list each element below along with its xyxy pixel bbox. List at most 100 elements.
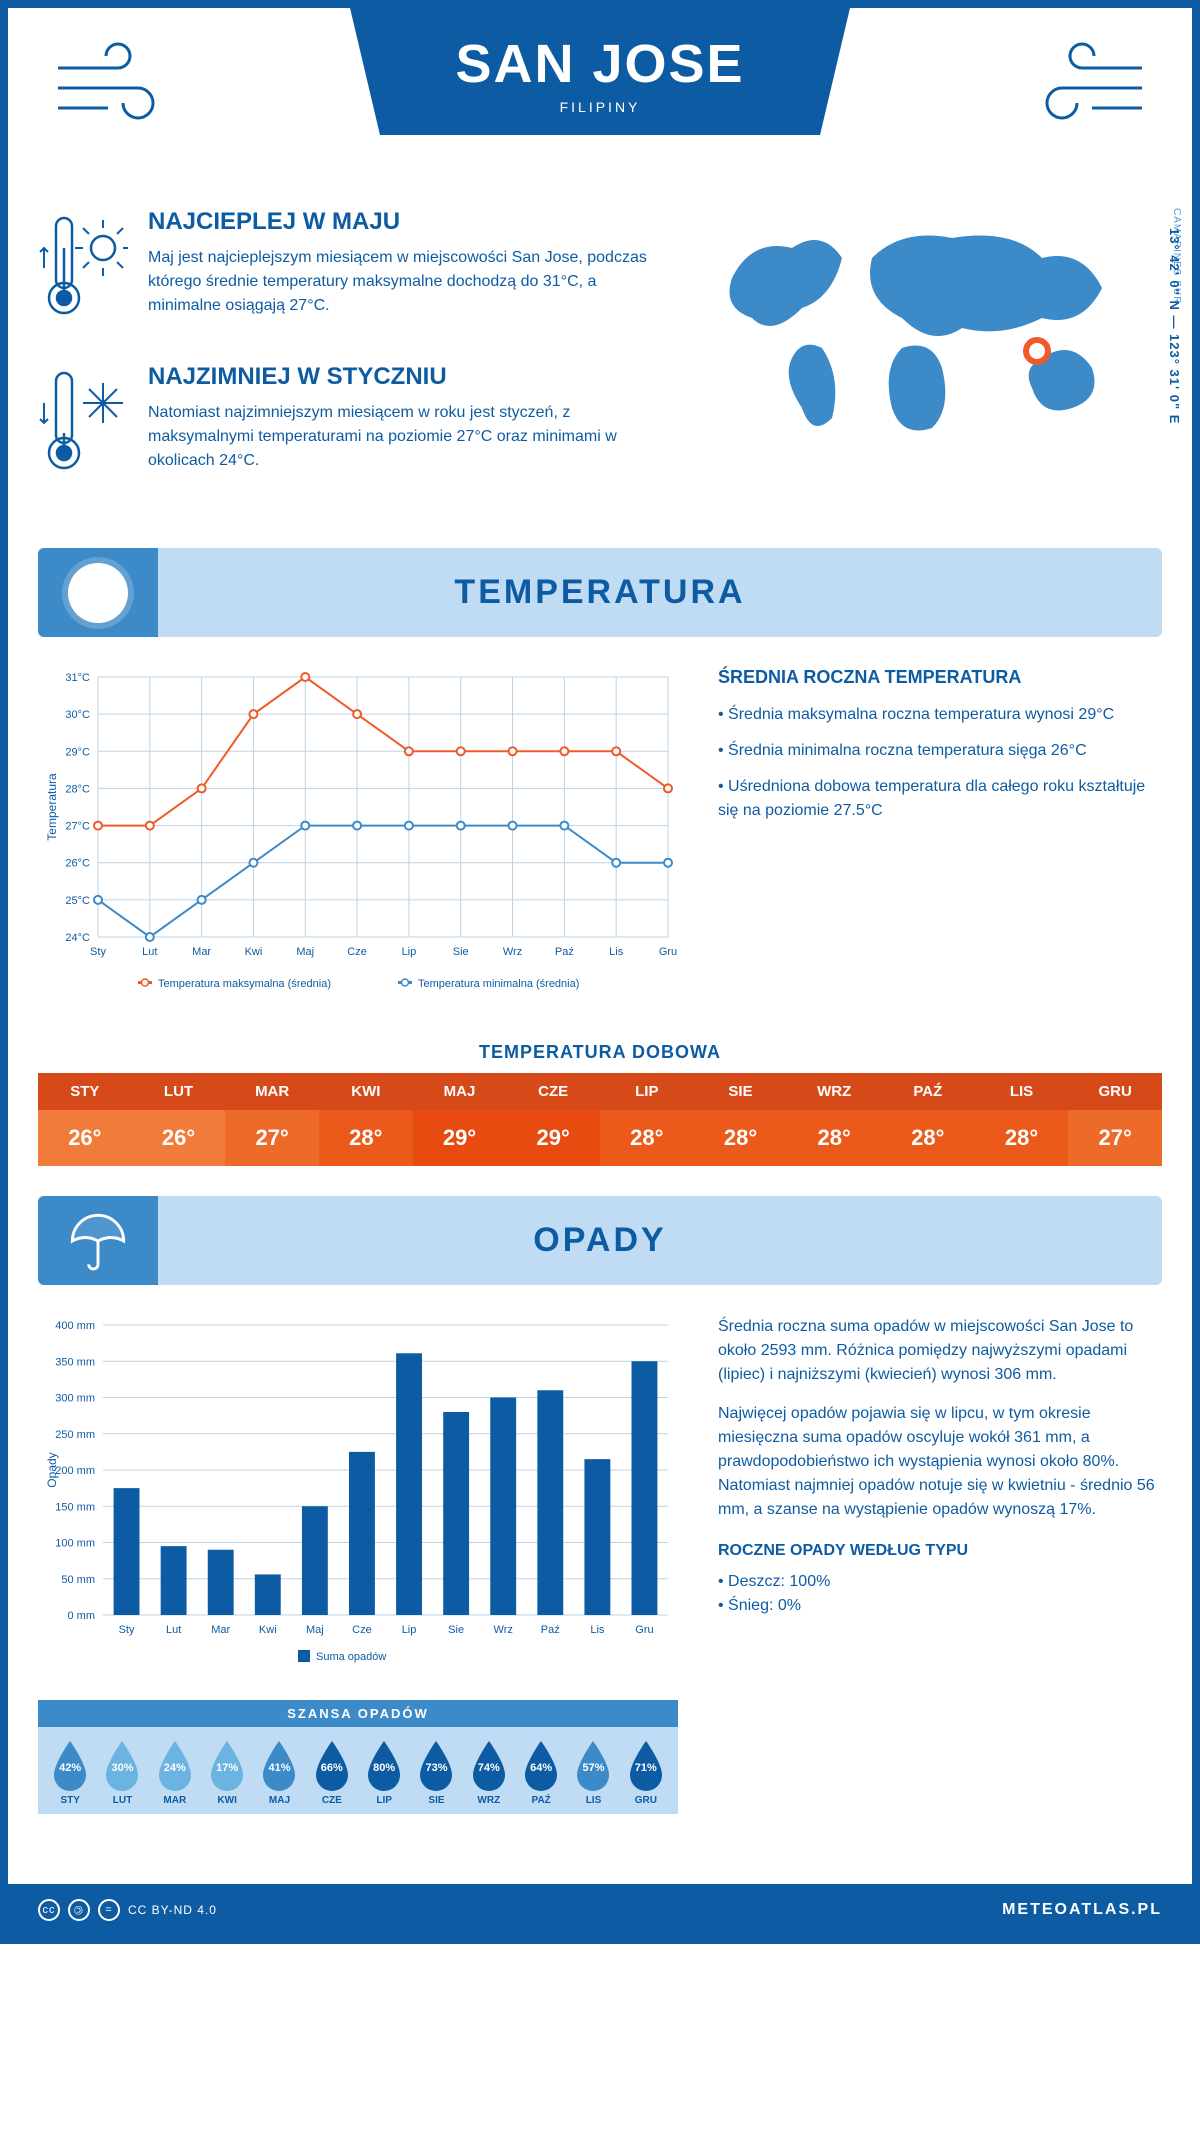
svg-text:31°C: 31°C	[65, 672, 90, 684]
cc-icon: cc	[38, 1899, 60, 1921]
precip-chance-value: 74%	[468, 1762, 510, 1774]
svg-text:Suma opadów: Suma opadów	[316, 1651, 386, 1663]
world-map-icon	[702, 208, 1122, 468]
precip-chance-value: 41%	[258, 1762, 300, 1774]
daily-temp-header: GRU	[1068, 1073, 1162, 1110]
svg-text:Opady: Opady	[45, 1452, 59, 1487]
daily-temp-value: 29°	[413, 1110, 507, 1166]
precip-chance-drop: 30% LUT	[98, 1739, 146, 1806]
sun-icon	[38, 548, 158, 637]
svg-text:Maj: Maj	[306, 1624, 324, 1636]
thermometer-hot-icon	[38, 208, 128, 333]
city-title: SAN JOSE	[350, 33, 850, 95]
svg-text:26°C: 26°C	[65, 858, 90, 870]
precip-chance-value: 24%	[154, 1762, 196, 1774]
precip-chance-value: 17%	[206, 1762, 248, 1774]
precipitation-bar-chart: 0 mm50 mm100 mm150 mm200 mm250 mm300 mm3…	[38, 1315, 678, 1680]
precip-type-item: Śnieg: 0%	[718, 1594, 1162, 1618]
precip-chance-drop: 57% LIS	[569, 1739, 617, 1806]
precip-chance-drop: 74% WRZ	[465, 1739, 513, 1806]
precip-chance-month: GRU	[622, 1795, 670, 1806]
country-subtitle: FILIPINY	[350, 99, 850, 115]
precip-chance-drop: 42% STY	[46, 1739, 94, 1806]
svg-text:Wrz: Wrz	[503, 946, 522, 958]
svg-text:400 mm: 400 mm	[55, 1320, 95, 1332]
svg-text:0 mm: 0 mm	[68, 1610, 96, 1622]
svg-text:50 mm: 50 mm	[61, 1574, 95, 1586]
svg-text:24°C: 24°C	[65, 932, 90, 944]
daily-temp-table: STYLUTMARKWIMAJCZELIPSIEWRZPAŹLISGRU26°2…	[38, 1073, 1162, 1166]
svg-text:Cze: Cze	[352, 1624, 372, 1636]
svg-text:Maj: Maj	[296, 946, 314, 958]
daily-temp-value: 28°	[787, 1110, 881, 1166]
daily-temp-header: LUT	[132, 1073, 226, 1110]
temperature-line-chart: 24°C25°C26°C27°C28°C29°C30°C31°CStyLutMa…	[38, 667, 678, 1012]
svg-text:27°C: 27°C	[65, 821, 90, 833]
by-icon: 🄯	[68, 1899, 90, 1921]
precip-chance-month: LUT	[98, 1795, 146, 1806]
warm-text: Maj jest najcieplejszym miesiącem w miej…	[148, 246, 672, 318]
section-title: TEMPERATURA	[454, 573, 745, 611]
precip-chance-value: 30%	[101, 1762, 143, 1774]
daily-temp-header: STY	[38, 1073, 132, 1110]
avg-temp-title: ŚREDNIA ROCZNA TEMPERATURA	[718, 667, 1162, 688]
daily-temp-header: MAJ	[413, 1073, 507, 1110]
svg-text:Lis: Lis	[590, 1624, 605, 1636]
precip-chance-drop: 73% SIE	[412, 1739, 460, 1806]
daily-temp-header: PAŹ	[881, 1073, 975, 1110]
svg-text:Kwi: Kwi	[245, 946, 263, 958]
thermometer-cold-icon	[38, 363, 128, 488]
section-title: OPADY	[533, 1221, 666, 1259]
precip-chance-month: CZE	[308, 1795, 356, 1806]
precip-chance-title: SZANSA OPADÓW	[38, 1700, 678, 1727]
map-container: CAMARINES SUR 13° 42' 0" N — 123° 31' 0"…	[702, 208, 1162, 518]
precip-chance-month: LIP	[360, 1795, 408, 1806]
daily-temp-header: WRZ	[787, 1073, 881, 1110]
svg-text:250 mm: 250 mm	[55, 1429, 95, 1441]
svg-text:200 mm: 200 mm	[55, 1465, 95, 1477]
footer: cc 🄯 = CC BY-ND 4.0 METEOATLAS.PL	[8, 1884, 1192, 1936]
avg-temp-item: Średnia maksymalna roczna temperatura wy…	[718, 703, 1162, 727]
svg-text:Sie: Sie	[448, 1624, 464, 1636]
svg-text:Paź: Paź	[555, 946, 574, 958]
svg-text:150 mm: 150 mm	[55, 1501, 95, 1513]
daily-temp-value: 26°	[132, 1110, 226, 1166]
nd-icon: =	[98, 1899, 120, 1921]
site-label: METEOATLAS.PL	[1002, 1901, 1162, 1919]
wind-icon	[1022, 38, 1152, 133]
daily-temp-value: 28°	[694, 1110, 788, 1166]
daily-temp-header: MAR	[225, 1073, 319, 1110]
section-banner-temperature: TEMPERATURA	[38, 548, 1162, 637]
svg-text:Paź: Paź	[541, 1624, 560, 1636]
precip-chance-drop: 66% CZE	[308, 1739, 356, 1806]
precip-paragraph-1: Średnia roczna suma opadów w miejscowośc…	[718, 1315, 1162, 1387]
svg-text:Temperatura: Temperatura	[45, 773, 59, 841]
precip-type-title: ROCZNE OPADY WEDŁUG TYPU	[718, 1542, 1162, 1560]
cold-text: Natomiast najzimniejszym miesiącem w rok…	[148, 401, 672, 473]
svg-text:28°C: 28°C	[65, 783, 90, 795]
daily-temp-value: 28°	[881, 1110, 975, 1166]
daily-temp-header: CZE	[506, 1073, 600, 1110]
precip-chance-month: KWI	[203, 1795, 251, 1806]
svg-text:Cze: Cze	[347, 946, 367, 958]
svg-text:30°C: 30°C	[65, 709, 90, 721]
daily-temp-value: 27°	[225, 1110, 319, 1166]
precip-chance-panel: SZANSA OPADÓW 42% STY 30% LUT 24% MAR 1	[38, 1700, 678, 1814]
precip-chance-month: STY	[46, 1795, 94, 1806]
precip-chance-drop: 80% LIP	[360, 1739, 408, 1806]
precip-chance-value: 73%	[415, 1762, 457, 1774]
precip-chance-month: WRZ	[465, 1795, 513, 1806]
precip-chance-value: 64%	[520, 1762, 562, 1774]
daily-temp-header: SIE	[694, 1073, 788, 1110]
svg-text:Lip: Lip	[402, 946, 417, 958]
top-info-row: NAJCIEPLEJ W MAJU Maj jest najcieplejszy…	[38, 208, 1162, 518]
warm-block: NAJCIEPLEJ W MAJU Maj jest najcieplejszy…	[38, 208, 672, 333]
title-banner: SAN JOSE FILIPINY	[350, 8, 850, 135]
avg-temp-item: Średnia minimalna roczna temperatura się…	[718, 739, 1162, 763]
warm-title: NAJCIEPLEJ W MAJU	[148, 208, 672, 236]
umbrella-icon	[38, 1196, 158, 1285]
wind-icon	[48, 38, 178, 133]
precip-info: Średnia roczna suma opadów w miejscowośc…	[718, 1315, 1162, 1814]
daily-temp-value: 26°	[38, 1110, 132, 1166]
svg-text:Gru: Gru	[659, 946, 677, 958]
